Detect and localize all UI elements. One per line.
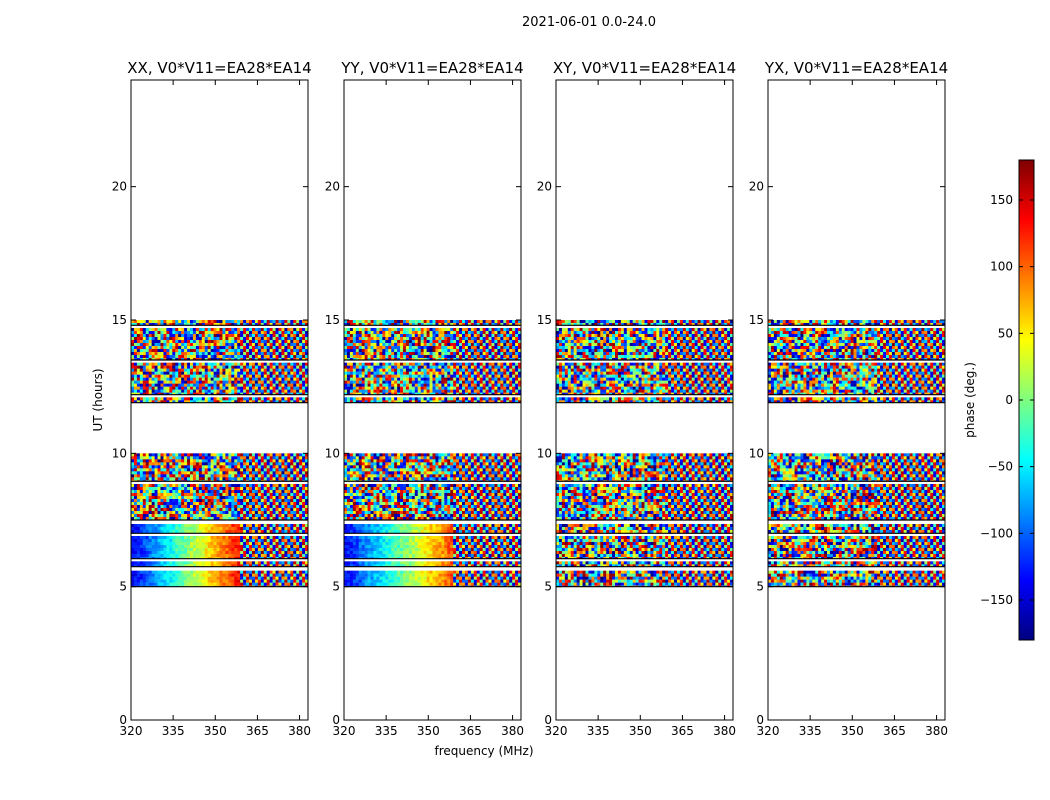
y-tick-label: 20: [325, 180, 340, 194]
figure-suptitle: 2021-06-01 0.0-24.0: [522, 15, 656, 30]
x-tick-label: 335: [587, 724, 610, 738]
y-tick-label: 10: [112, 446, 127, 460]
x-tick-label: 335: [375, 724, 398, 738]
y-tick-label: 15: [325, 313, 340, 327]
y-tick-label: 5: [332, 580, 340, 594]
y-tick-label: 0: [119, 713, 127, 727]
x-tick-label: 380: [713, 724, 736, 738]
y-tick-label: 20: [749, 180, 764, 194]
x-tick-label: 335: [162, 724, 185, 738]
y-tick-label: 20: [112, 180, 127, 194]
colorbar-tick-label: −150: [980, 593, 1013, 607]
x-tick-label: 365: [883, 724, 906, 738]
colorbar-tick-label: 100: [990, 260, 1013, 274]
x-tick-label: 320: [545, 724, 568, 738]
colorbar-tick-label: −50: [988, 460, 1013, 474]
panel-yx: YX, V0*V11=EA28*EA14 320 335 350 365 380 0 5 10 1…: [749, 59, 948, 738]
heatmap-cells-yy: [344, 320, 522, 588]
x-tick-label: 380: [925, 724, 948, 738]
colorbar-tick-label: 0: [1005, 393, 1013, 407]
panel-xy: XY, V0*V11=EA28*EA14 320 335 350 365 380 0 5 10 1…: [537, 59, 736, 738]
y-axis-label: UT (hours): [91, 368, 105, 431]
y-tick-label: 0: [544, 713, 552, 727]
panel-title: XX, V0*V11=EA28*EA14: [127, 59, 311, 77]
x-axis-label: frequency (MHz): [434, 744, 533, 758]
y-tick-label: 5: [119, 580, 127, 594]
panel-title: YX, V0*V11=EA28*EA14: [764, 59, 948, 77]
colorbar-tick-label: −100: [980, 526, 1013, 540]
colorbar-tick-label: 50: [998, 326, 1013, 340]
panel-title: YY, V0*V11=EA28*EA14: [340, 59, 523, 77]
x-tick-label: 350: [204, 724, 227, 738]
y-tick-label: 0: [756, 713, 764, 727]
y-tick-label: 15: [112, 313, 127, 327]
colorbar: −150 −100 −50 0 50 100 150 phase (deg.): [963, 159, 1035, 641]
x-tick-label: 380: [288, 724, 311, 738]
x-tick-label: 320: [333, 724, 356, 738]
y-tick-label: 10: [325, 446, 340, 460]
y-tick-label: 10: [537, 446, 552, 460]
colorbar-label: phase (deg.): [963, 362, 977, 438]
panel-title: XY, V0*V11=EA28*EA14: [553, 59, 736, 77]
heatmap-cells-yx: [768, 320, 946, 588]
x-tick-label: 365: [459, 724, 482, 738]
x-tick-label: 320: [757, 724, 780, 738]
colorbar-tick-label: 150: [990, 193, 1013, 207]
panel-yy: YY, V0*V11=EA28*EA14 320 335 350 365 380 0 5 10 1…: [325, 59, 524, 738]
x-tick-label: 335: [799, 724, 822, 738]
panel-xx: XX, V0*V11=EA28*EA14 320 335 350 365 380 0 5 10 1…: [112, 59, 312, 738]
y-tick-label: 15: [537, 313, 552, 327]
y-tick-label: 0: [332, 713, 340, 727]
x-tick-label: 320: [120, 724, 143, 738]
y-tick-label: 5: [544, 580, 552, 594]
x-tick-label: 365: [246, 724, 269, 738]
x-tick-label: 380: [501, 724, 524, 738]
y-tick-label: 15: [749, 313, 764, 327]
y-tick-label: 10: [749, 446, 764, 460]
y-tick-label: 5: [756, 580, 764, 594]
x-tick-label: 350: [417, 724, 440, 738]
plot-frame-yy: [343, 79, 522, 721]
x-tick-label: 350: [841, 724, 864, 738]
plot-frame-xx: [130, 79, 309, 721]
panels-group: XX, V0*V11=EA28*EA14 320 335 350 365 380 0 5 10 1…: [112, 59, 948, 738]
heatmap-cells-xy: [556, 320, 734, 588]
x-tick-label: 350: [629, 724, 652, 738]
y-tick-label: 20: [537, 180, 552, 194]
heatmap-cells-xx: [131, 320, 309, 588]
plot-frame-xy: [555, 79, 734, 721]
plot-frame-yx: [767, 79, 946, 721]
x-tick-label: 365: [671, 724, 694, 738]
